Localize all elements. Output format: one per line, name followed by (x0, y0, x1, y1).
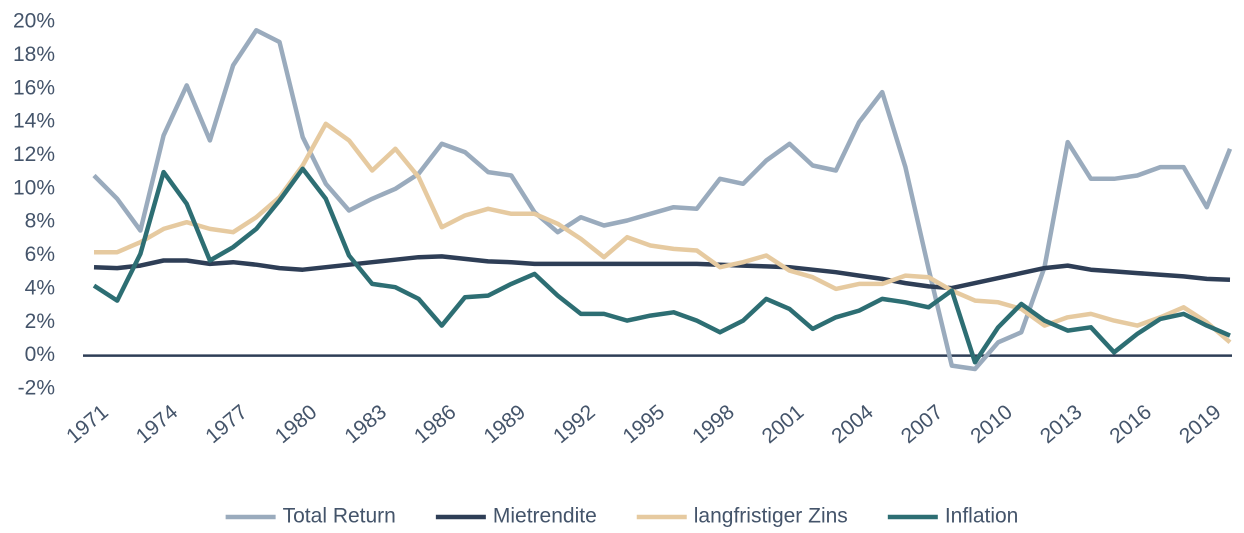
x-tick-label: 2004 (827, 400, 878, 448)
series-line (92, 28, 1233, 372)
y-tick-label: 8% (25, 210, 55, 233)
x-tick-label: 2001 (758, 400, 809, 448)
x-tick-label: 2013 (1036, 400, 1087, 448)
x-tick-label: 1998 (688, 400, 739, 448)
x-tick-label: 1992 (549, 400, 600, 448)
y-tick-label: 16% (13, 76, 55, 99)
x-tick-label: 1974 (132, 400, 183, 448)
x-tick-label: 1983 (340, 400, 391, 448)
series-line (93, 254, 1231, 291)
x-tick-label: 1980 (271, 400, 322, 448)
x-tick-label: 1989 (480, 400, 531, 448)
y-tick-label: 12% (13, 143, 55, 166)
legend-label: Total Return (283, 505, 396, 528)
y-tick-label: 14% (13, 110, 55, 133)
x-tick-label: 2019 (1175, 400, 1226, 448)
series-line (92, 166, 1231, 365)
y-tick-label: 4% (25, 276, 55, 299)
x-tick-label: 1986 (410, 400, 461, 448)
x-tick-label: 1971 (62, 400, 113, 448)
x-tick-label: 2016 (1105, 400, 1156, 448)
y-tick-label: 20% (13, 10, 55, 33)
y-tick-label: 6% (25, 243, 55, 266)
y-tick-label: 10% (13, 176, 55, 199)
y-tick-label: 2% (25, 310, 55, 333)
y-tick-label: 0% (25, 343, 55, 366)
legend-label: Mietrendite (493, 505, 597, 528)
x-tick-label: 1995 (619, 400, 670, 448)
x-tick-label: 2007 (897, 400, 948, 448)
legend-label: langfristiger Zins (694, 505, 848, 528)
x-tick-label: 1977 (201, 400, 252, 448)
series-line (94, 121, 1232, 345)
x-tick-label: 2010 (966, 400, 1017, 448)
legend-label: Inflation (945, 505, 1019, 528)
y-tick-label: -2% (18, 377, 55, 400)
y-tick-label: 18% (13, 43, 55, 66)
